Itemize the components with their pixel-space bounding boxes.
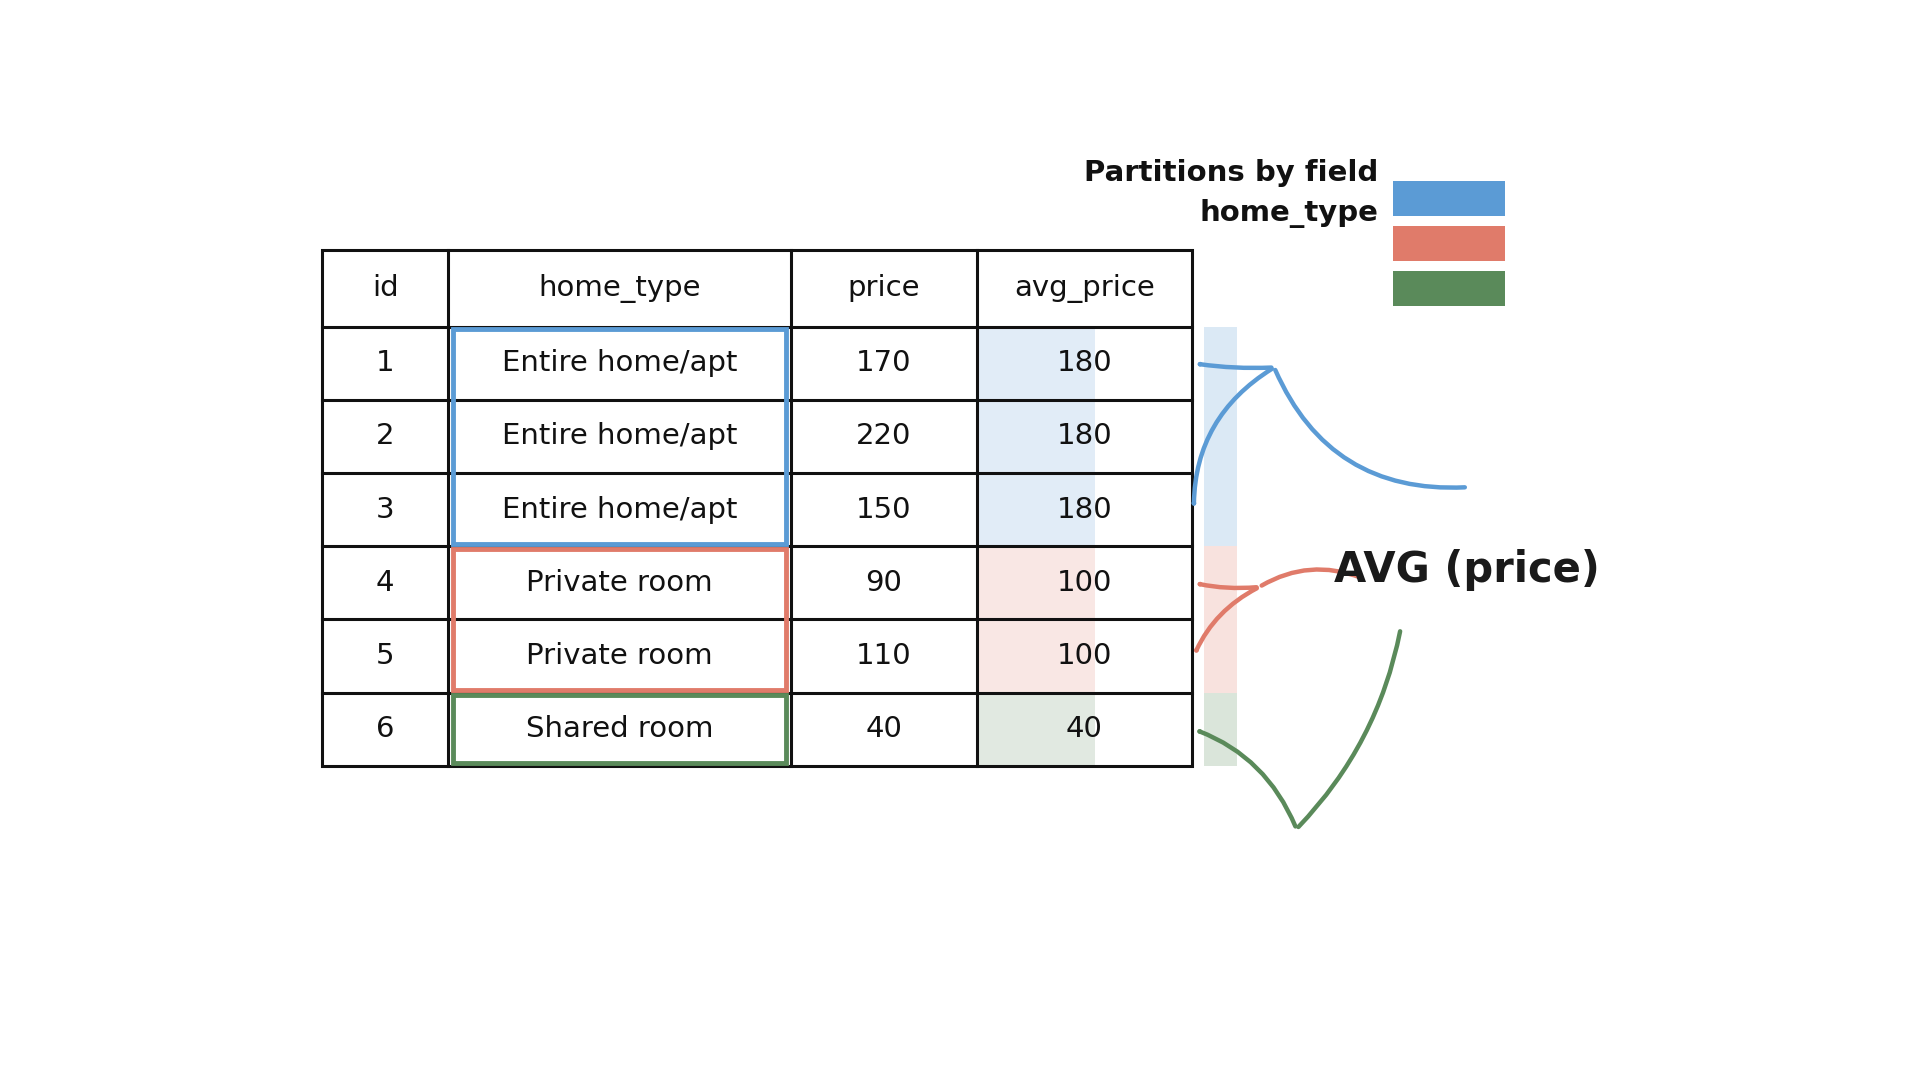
Text: 180: 180	[1056, 422, 1112, 450]
Bar	[1394, 271, 1505, 306]
Text: Shared room: Shared room	[526, 715, 712, 743]
Bar	[453, 549, 785, 690]
Bar	[453, 696, 785, 764]
Text: 100: 100	[1056, 569, 1112, 597]
Text: 4: 4	[376, 569, 394, 597]
Text: 40: 40	[1066, 715, 1102, 743]
Bar	[453, 329, 785, 543]
Bar	[1204, 692, 1236, 766]
Text: 170: 170	[856, 349, 912, 377]
Bar	[977, 692, 1094, 766]
Text: avg_price: avg_price	[1014, 274, 1154, 302]
FancyArrowPatch shape	[1298, 632, 1400, 827]
FancyArrowPatch shape	[1261, 569, 1361, 585]
Text: home_type: home_type	[538, 274, 701, 302]
Text: Private room: Private room	[526, 642, 712, 670]
Text: Entire home/apt: Entire home/apt	[501, 422, 737, 450]
Bar	[1204, 546, 1236, 692]
Text: 6: 6	[376, 715, 394, 743]
Bar	[977, 326, 1094, 546]
Text: 180: 180	[1056, 496, 1112, 524]
Text: 40: 40	[866, 715, 902, 743]
Text: 100: 100	[1056, 642, 1112, 670]
Bar	[977, 546, 1094, 692]
Text: AVG (price): AVG (price)	[1334, 550, 1599, 592]
Text: price: price	[847, 274, 920, 302]
Text: id: id	[372, 274, 397, 302]
Text: Private room: Private room	[526, 569, 712, 597]
Bar	[1204, 326, 1236, 546]
Text: Partitions by field
home_type: Partitions by field home_type	[1085, 159, 1379, 228]
Bar	[323, 251, 1192, 766]
Text: 2: 2	[376, 422, 394, 450]
Text: Entire home/apt: Entire home/apt	[501, 496, 737, 524]
Bar	[1394, 226, 1505, 261]
Bar	[1394, 181, 1505, 216]
Text: 90: 90	[866, 569, 902, 597]
Text: 110: 110	[856, 642, 912, 670]
Text: 150: 150	[856, 496, 912, 524]
Text: 180: 180	[1056, 349, 1112, 377]
Text: 3: 3	[376, 496, 394, 524]
Text: 1: 1	[376, 349, 394, 377]
Text: Entire home/apt: Entire home/apt	[501, 349, 737, 377]
Text: 5: 5	[376, 642, 394, 670]
Text: 220: 220	[856, 422, 912, 450]
FancyArrowPatch shape	[1275, 370, 1465, 488]
